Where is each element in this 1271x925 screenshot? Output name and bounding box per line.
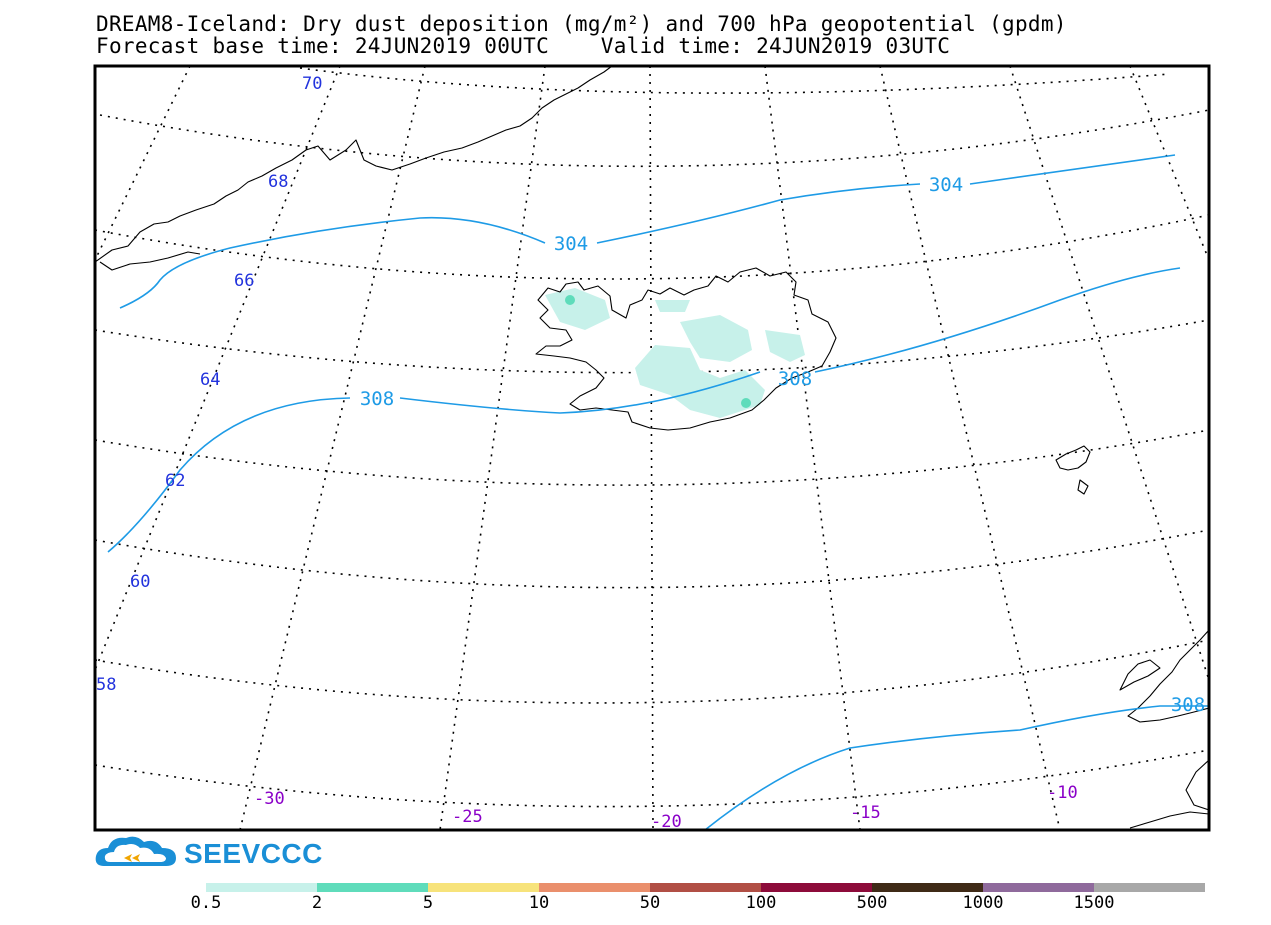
legend-swatch <box>650 883 761 892</box>
legend-swatch <box>872 883 983 892</box>
map-subtitle: Forecast base time: 24JUN2019 00UTC Vali… <box>96 34 951 58</box>
latitude-label: 68 <box>268 172 288 192</box>
legend-tick-label: 100 <box>745 893 777 913</box>
legend-swatch <box>539 883 650 892</box>
faroe-coastline <box>1055 445 1091 471</box>
contour-label: 304 <box>554 233 588 255</box>
contour-label: 308 <box>778 368 812 390</box>
legend-tick-label: 10 <box>528 893 550 913</box>
contour-308-south <box>704 705 1209 830</box>
iceland-coastline <box>535 267 837 431</box>
contour-304-north <box>119 154 1176 309</box>
latitude-label: 70 <box>302 74 322 94</box>
color-legend <box>206 883 1205 892</box>
legend-swatch <box>1094 883 1205 892</box>
latitude-label: 64 <box>200 370 220 390</box>
legend-tick-label: 2 <box>311 893 323 913</box>
map-frame <box>93 64 1211 832</box>
legend-swatch <box>761 883 872 892</box>
latitude-label: 66 <box>234 271 254 291</box>
latitude-label: 62 <box>165 471 185 491</box>
longitude-label: -25 <box>452 807 483 827</box>
contour-label: 304 <box>929 174 963 196</box>
latitude-label: 60 <box>130 572 150 592</box>
norway-coastline <box>1127 629 1209 723</box>
latitude-graticule <box>95 67 1209 808</box>
legend-tick-label: 5 <box>422 893 434 913</box>
map-title: DREAM8-Iceland: Dry dust deposition (mg/… <box>96 12 1067 36</box>
legend-swatch <box>428 883 539 892</box>
cloud-icon <box>95 836 176 866</box>
dust-deposition-shading <box>545 288 805 418</box>
legend-tick-label: 1000 <box>962 893 1004 913</box>
legend-ticks: 0.5 2 5 10 50 100 500 1000 1500 <box>0 893 1271 913</box>
legend-tick-label: 500 <box>856 893 888 913</box>
longitude-label: -10 <box>1047 783 1078 803</box>
legend-tick-label: 1500 <box>1073 893 1115 913</box>
legend-tick-label: 0.5 <box>190 893 222 913</box>
contour-label: 308 <box>1171 694 1205 716</box>
coastlines <box>95 66 1209 829</box>
latitude-label: 58 <box>96 675 116 695</box>
legend-swatch <box>317 883 428 892</box>
contour-308-middle <box>107 267 1181 553</box>
longitude-label: -15 <box>850 803 881 823</box>
longitude-label: -20 <box>651 812 682 832</box>
seevccc-logo: SEEVCCC <box>94 834 322 874</box>
logo-text: SEEVCCC <box>184 838 323 869</box>
longitude-label: -30 <box>254 789 285 809</box>
greenland-coastline <box>95 66 613 263</box>
legend-tick-label: 50 <box>639 893 661 913</box>
geopotential-contours <box>107 154 1209 830</box>
contour-label: 308 <box>360 388 394 410</box>
longitude-graticule <box>95 66 1209 830</box>
legend-swatch <box>206 883 317 892</box>
legend-swatch <box>983 883 1094 892</box>
dust-deposition-moderate <box>565 295 751 408</box>
